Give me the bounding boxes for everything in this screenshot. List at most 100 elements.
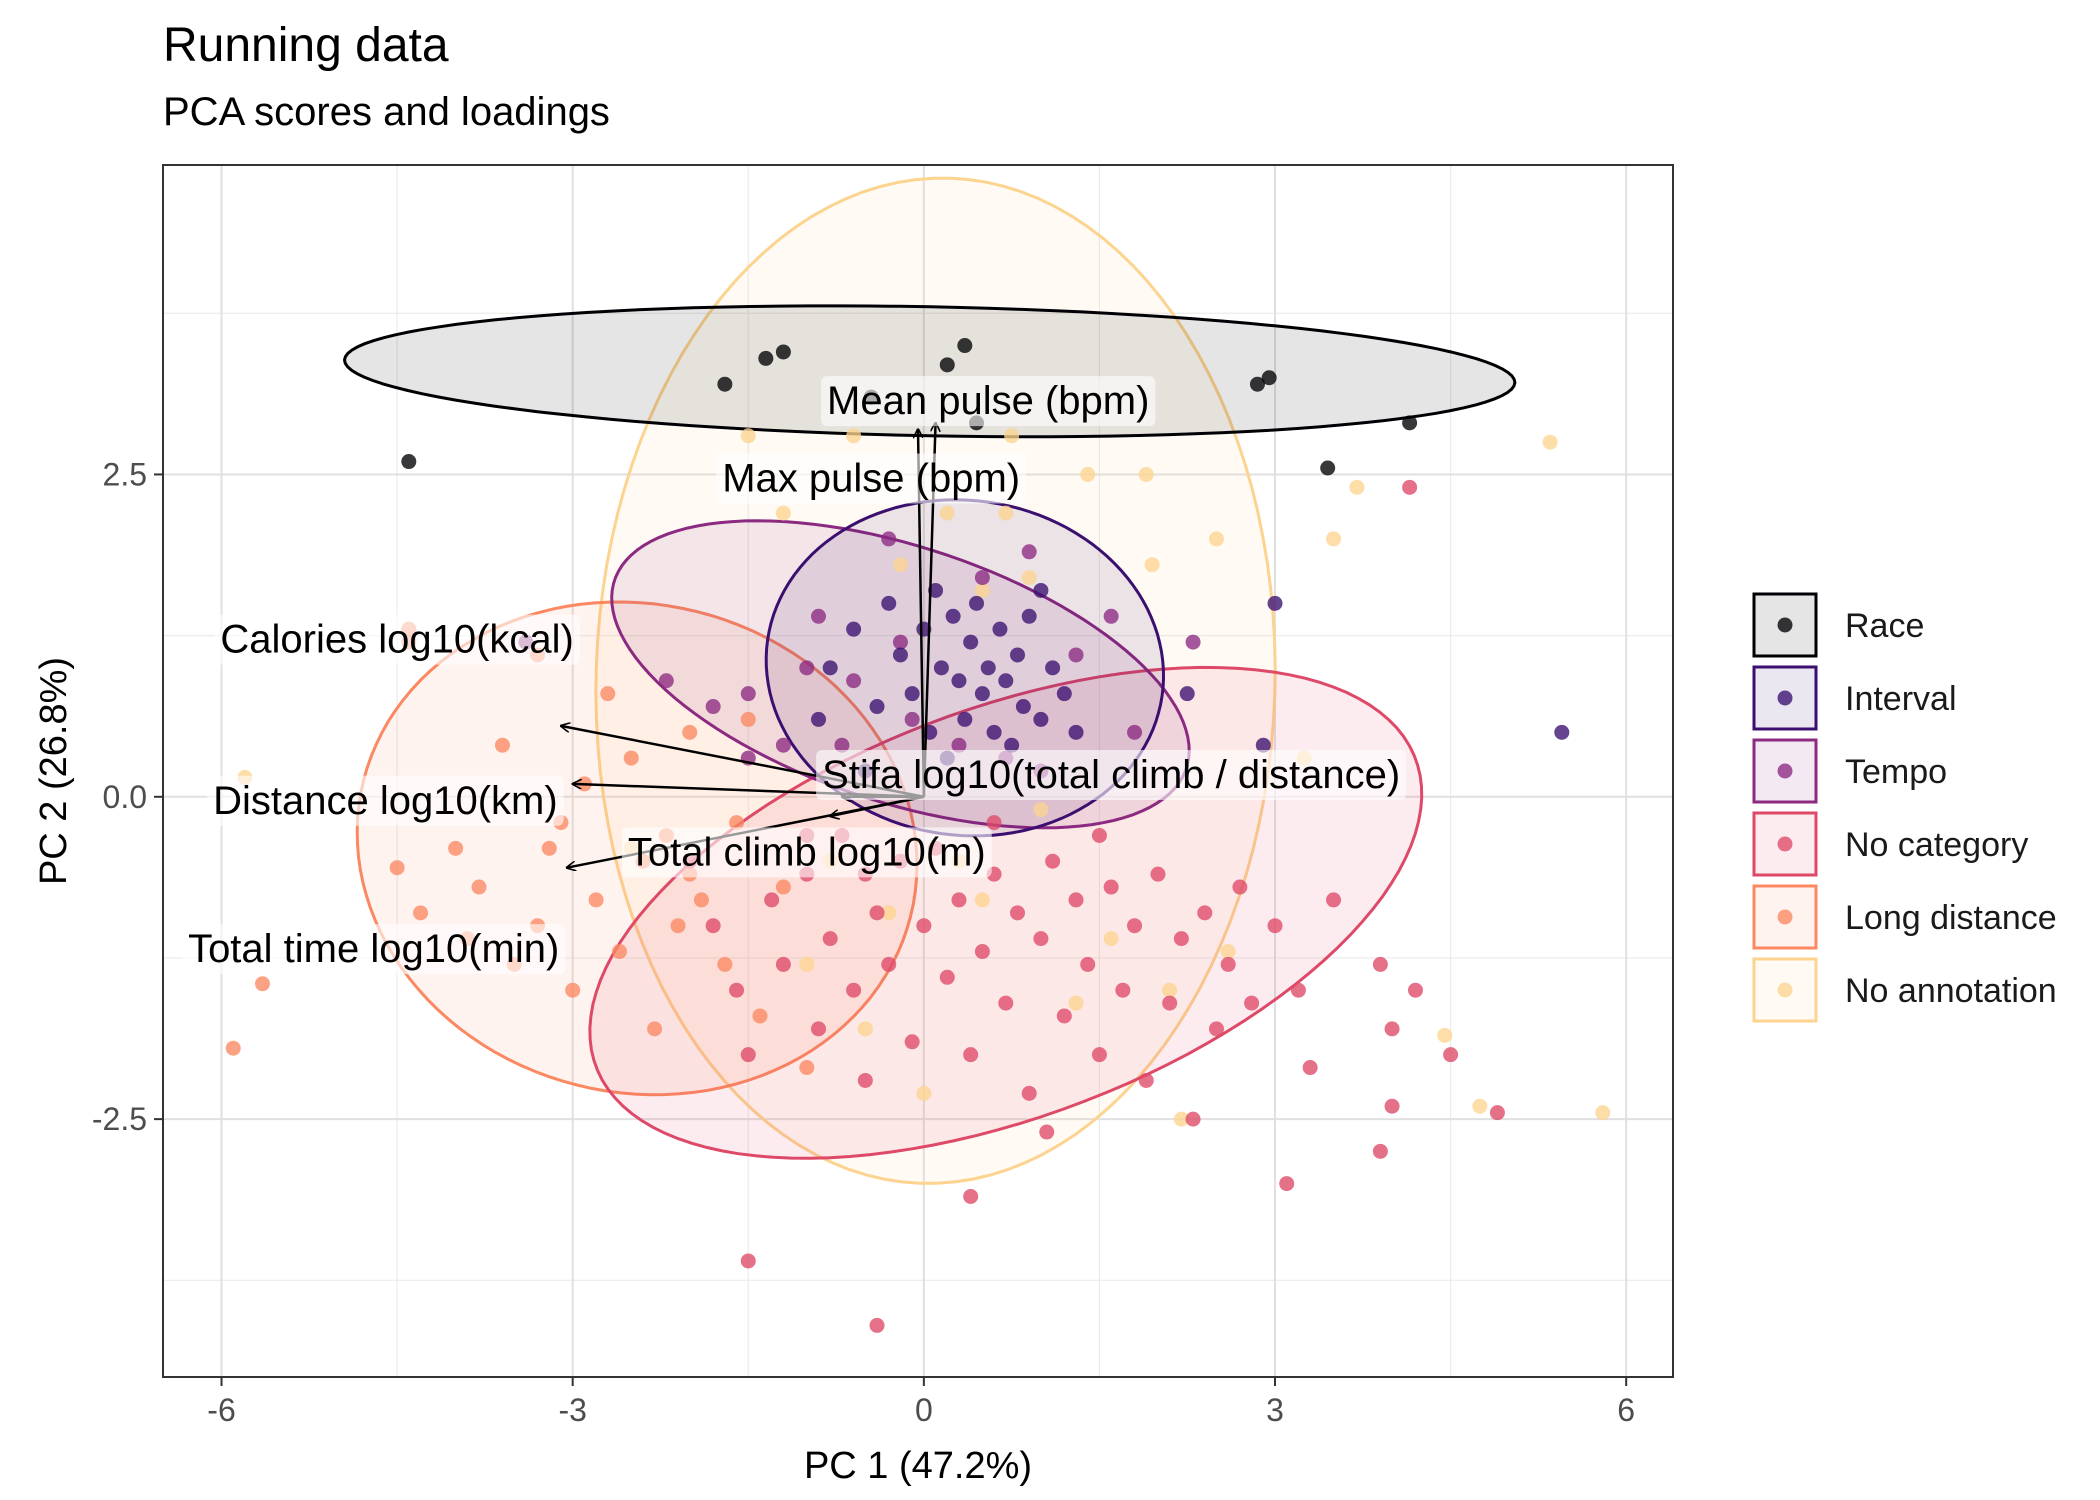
point-interval	[846, 621, 862, 637]
point-no-annotation	[1349, 479, 1365, 495]
loading-labels: Mean pulse (bpm) Max pulse (bpm) Calories …	[182, 376, 1407, 975]
point-interval	[1009, 647, 1025, 663]
point-long-distance	[448, 840, 464, 856]
point-no-category	[1127, 918, 1143, 934]
legend-key-point	[1777, 909, 1793, 925]
point-interval	[1015, 699, 1031, 715]
point-no-category	[1021, 1085, 1037, 1101]
point-long-distance	[389, 860, 405, 876]
point-no-category	[1185, 1111, 1201, 1127]
point-no-category	[1138, 1072, 1154, 1088]
point-interval	[904, 686, 920, 702]
legend-label: No annotation	[1845, 972, 2057, 1010]
point-no-category	[1197, 905, 1213, 921]
point-no-category	[822, 931, 838, 947]
point-no-annotation	[1021, 570, 1037, 586]
legend-key-point	[1777, 690, 1793, 706]
point-interval	[945, 608, 961, 624]
point-tempo	[892, 634, 908, 650]
point-no-category	[998, 995, 1014, 1011]
loading-label-5: Total climb log10(m)	[628, 830, 986, 874]
point-tempo	[1021, 544, 1037, 560]
point-long-distance	[541, 840, 557, 856]
loading-label-bg	[816, 750, 1407, 801]
point-interval	[1179, 686, 1195, 702]
point-no-category	[1290, 982, 1306, 998]
point-no-category	[939, 969, 955, 985]
legend-key-point	[1777, 617, 1793, 633]
point-long-distance	[565, 982, 581, 998]
point-no-category	[1080, 956, 1096, 972]
point-no-category	[1302, 1060, 1318, 1076]
point-no-category	[1443, 1047, 1459, 1063]
point-no-category	[963, 1188, 979, 1204]
ellipse-race	[342, 304, 1517, 439]
point-no-annotation	[939, 505, 955, 521]
point-no-category	[740, 1047, 756, 1063]
point-no-category	[1115, 982, 1131, 998]
point-no-category	[869, 905, 885, 921]
point-long-distance	[693, 892, 709, 908]
point-no-annotation	[1068, 995, 1084, 1011]
point-no-category	[1208, 1021, 1224, 1037]
point-no-annotation	[857, 1021, 873, 1037]
loading-label-bg	[182, 924, 566, 975]
point-no-category	[904, 1034, 920, 1050]
point-no-annotation	[1162, 982, 1178, 998]
point-no-annotation	[1144, 557, 1160, 573]
y-tick-label: 0.0	[103, 779, 147, 815]
point-no-annotation	[1542, 434, 1558, 450]
point-no-category	[1091, 1047, 1107, 1063]
point-no-category	[1244, 995, 1260, 1011]
point-race	[1402, 415, 1418, 431]
point-no-annotation	[1326, 531, 1342, 547]
point-no-category	[986, 815, 1002, 831]
point-no-category	[764, 892, 780, 908]
point-no-category	[1056, 1008, 1072, 1024]
loading-label-bg	[821, 376, 1156, 427]
chart-title: Running data	[163, 19, 449, 72]
point-interval	[933, 660, 949, 676]
point-no-annotation	[974, 892, 990, 908]
point-tempo	[740, 686, 756, 702]
point-tempo	[846, 673, 862, 689]
point-no-category	[1372, 1143, 1388, 1159]
loading-label-4: Total time log10(min)	[188, 927, 559, 971]
point-no-annotation	[799, 956, 815, 972]
point-tempo	[1185, 634, 1201, 650]
point-race	[717, 376, 733, 392]
legend-label: Long distance	[1845, 899, 2057, 937]
point-tempo	[951, 737, 967, 753]
point-interval	[980, 660, 996, 676]
y-tick-label: -2.5	[92, 1101, 147, 1137]
loading-label-bg	[207, 775, 564, 826]
point-long-distance	[413, 905, 429, 921]
point-tempo	[705, 699, 721, 715]
point-interval	[1033, 711, 1049, 727]
x-tick-label: -6	[207, 1392, 235, 1428]
point-no-category	[869, 1317, 885, 1333]
point-interval	[963, 634, 979, 650]
point-interval	[1033, 582, 1049, 598]
point-no-category	[775, 956, 791, 972]
loading-label-6: Stifa log10(total climb / distance)	[822, 753, 1400, 797]
point-long-distance	[254, 976, 270, 992]
point-interval	[974, 686, 990, 702]
point-no-annotation	[1080, 466, 1096, 482]
point-interval	[811, 711, 827, 727]
point-no-annotation	[846, 428, 862, 444]
point-race	[401, 454, 417, 470]
point-interval	[998, 673, 1014, 689]
legend-key-point	[1777, 763, 1793, 779]
point-no-category	[1220, 956, 1236, 972]
point-no-category	[1039, 1124, 1055, 1140]
point-long-distance	[600, 686, 616, 702]
point-race	[1261, 370, 1277, 386]
loading-label-bg	[716, 453, 1027, 504]
point-long-distance	[612, 944, 628, 960]
x-tick-label: -3	[558, 1392, 586, 1428]
point-no-category	[857, 1072, 873, 1088]
legend-label: Tempo	[1845, 753, 1947, 791]
point-interval	[1045, 660, 1061, 676]
point-tempo	[1127, 724, 1143, 740]
